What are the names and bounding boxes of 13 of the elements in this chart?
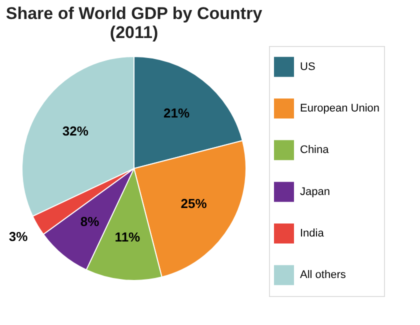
- data-label: 25%: [180, 196, 208, 211]
- legend-label: Japan: [300, 186, 330, 198]
- legend-label: European Union: [300, 102, 380, 114]
- legend-label: US: [300, 60, 316, 73]
- legend-label: India: [300, 228, 325, 240]
- chart-title: Share of World GDP by Country (2011): [6, 4, 263, 42]
- data-label: 32%: [62, 123, 89, 138]
- data-label: 3%: [8, 228, 28, 244]
- legend-label: All others: [300, 269, 346, 282]
- data-label: 11%: [114, 230, 141, 245]
- data-label: 8%: [80, 214, 100, 230]
- legend-label: China: [300, 144, 330, 156]
- data-label: 21%: [164, 106, 190, 121]
